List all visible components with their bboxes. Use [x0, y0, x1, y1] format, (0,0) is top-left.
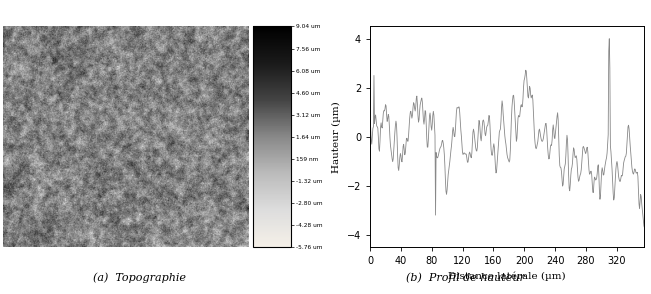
Text: (a)  Topographie: (a) Topographie: [94, 273, 186, 283]
Text: (b)  Profil de hauteur: (b) Profil de hauteur: [406, 273, 525, 283]
X-axis label: Distance latérale (µm): Distance latérale (µm): [449, 272, 566, 281]
Y-axis label: Hauteur (µm): Hauteur (µm): [332, 101, 341, 173]
